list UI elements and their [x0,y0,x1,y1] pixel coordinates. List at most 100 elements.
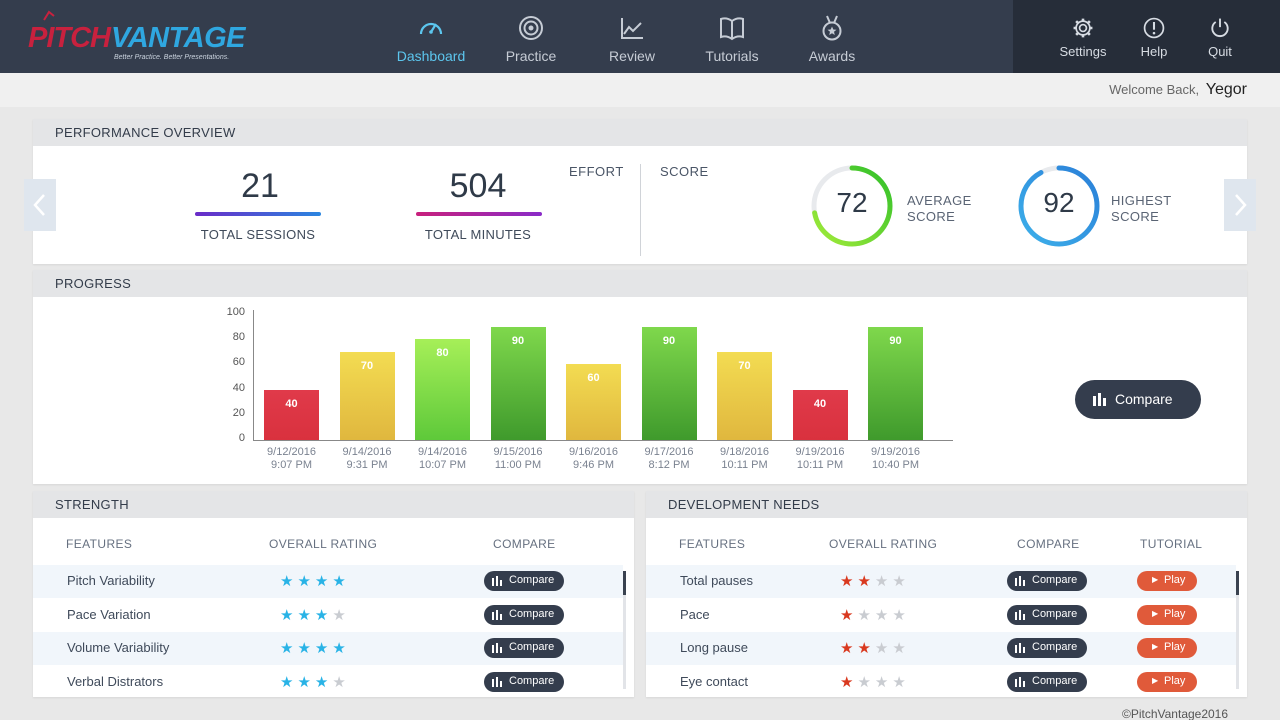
play-tutorial-button[interactable]: ▶ Play [1137,571,1197,591]
user-name: Yegor [1205,81,1247,98]
compare-button[interactable]: Compare [484,671,564,692]
quit-button[interactable]: Quit [1190,0,1250,73]
bar-value-label: 90 [511,334,525,347]
total-sessions-underline [195,212,321,216]
nav-awards[interactable]: Awards [792,0,872,73]
x-tick-time: 9:46 PM [573,459,614,471]
x-tick-date: 9/19/2016 [871,446,920,458]
compare-button[interactable]: Compare [1007,604,1087,625]
compare-button[interactable]: Compare [484,571,564,591]
nav-dashboard-label: Dashboard [396,48,466,64]
progress-compare-button[interactable]: Compare [1075,380,1201,419]
progress-panel: PROGRESS 100 80 60 40 20 0 40 9/12/2016 9:07 PM 7… [33,270,1247,484]
filled-star-icon: ★ [280,673,298,691]
x-tick-label: 9/19/2016 10:40 PM [853,446,938,472]
help-button[interactable]: Help [1124,0,1184,73]
welcome-prefix: Welcome Back, [1109,82,1200,97]
score-toggle[interactable]: SCORE [660,164,709,179]
bar-chart-icon [1015,576,1025,586]
x-tick-date: 9/15/2016 [493,446,543,458]
star-rating: ★★★★ [840,639,910,657]
welcome-message: Welcome Back, Yegor [1109,81,1247,99]
highest-score-label: HIGHEST SCORE [1111,193,1172,225]
nav-review-label: Review [609,48,655,64]
top-navigation-bar: PITCH VANTAGE Better Practice. Better Pr… [0,0,1280,73]
bar-value-label: 70 [738,359,751,372]
nav-review[interactable]: Review [592,0,672,73]
compare-button-label: Compare [509,574,555,586]
strength-scroll-thumb[interactable] [623,571,626,595]
progress-bar[interactable] [339,351,395,440]
previous-arrow-button[interactable] [24,179,56,231]
development-scrollbar[interactable] [1236,571,1239,689]
x-tick-time: 8:12 PM [648,459,690,471]
nav-dashboard[interactable]: Dashboard [391,0,471,73]
progress-bar[interactable] [868,326,923,440]
speedometer-icon [419,22,443,35]
next-arrow-button[interactable] [1224,179,1256,231]
bar-chart-icon [1015,609,1025,620]
strength-features-header: FEATURES [66,537,133,551]
settings-button[interactable]: Settings [1053,0,1113,73]
star-rating: ★★★★ [840,572,910,590]
progress-bar[interactable] [490,326,546,440]
compare-button[interactable]: Compare [1007,571,1087,591]
copyright-footer: ©PitchVantage2016 [1122,707,1229,720]
empty-star-icon: ★ [892,640,910,657]
average-score-value: 72 [836,187,868,218]
x-tick-date: 9/12/2016 [267,446,316,458]
compare-button-label: Compare [1032,607,1078,620]
play-button-label: Play [1164,574,1186,586]
filled-star-icon: ★ [280,640,298,657]
strength-panel: STRENGTH FEATURES OVERALL RATING COMPARE… [33,491,634,697]
nav-tutorials-label: Tutorials [705,48,759,64]
total-minutes-value: 504 [449,167,507,205]
filled-star-icon: ★ [297,606,315,624]
progress-bar[interactable] [566,364,621,440]
star-rating: ★★★★ [840,606,910,624]
filled-star-icon: ★ [314,673,333,691]
progress-bar[interactable] [264,389,319,440]
pitchvantage-logo[interactable]: PITCH VANTAGE Better Practice. Better Pr… [28,10,248,64]
compare-button[interactable]: Compare [1007,671,1087,692]
compare-button[interactable]: Compare [484,638,564,658]
play-icon: ▶ [1152,675,1159,685]
development-scroll-thumb[interactable] [1236,571,1239,595]
x-tick-date: 9/18/2016 [720,446,769,458]
effort-toggle[interactable]: EFFORT [569,164,624,179]
bar-chart-icon [492,676,502,687]
x-tick-label: 9/19/2016 10:11 PM [778,446,863,472]
empty-star-icon: ★ [332,606,350,624]
welcome-strip: Welcome Back, Yegor [0,73,1280,107]
bar-value-label: 90 [889,334,902,347]
bar-value-label: 80 [436,347,449,360]
progress-bar[interactable] [641,326,697,440]
compare-button-label: Compare [1032,674,1078,687]
filled-star-icon: ★ [840,573,858,590]
y-tick-label: 40 [232,381,245,394]
progress-bar[interactable] [717,351,772,440]
progress-bar-chart: 100 80 60 40 20 0 40 9/12/2016 9:07 PM 70 9/14/201… [33,270,1247,484]
x-tick-time: 10:11 PM [796,459,844,471]
x-tick-time: 10:07 PM [418,459,467,471]
x-tick-date: 9/16/2016 [569,446,618,458]
average-score-label: AVERAGE SCORE [907,193,972,225]
play-button-label: Play [1164,607,1186,620]
strength-scrollbar[interactable] [623,571,626,689]
empty-star-icon: ★ [874,606,893,624]
highest-score-value: 92 [1043,187,1075,218]
filled-star-icon: ★ [314,640,333,657]
nav-practice[interactable]: Practice [491,0,571,73]
compare-button[interactable]: Compare [1007,638,1087,658]
development-needs-panel: DEVELOPMENT NEEDS FEATURES OVERALL RATIN… [646,491,1247,697]
performance-overview-panel: PERFORMANCE OVERVIEW 21 TOTAL SESSIONS 5… [33,119,1247,264]
star-rating: ★★★★ [280,639,350,657]
play-tutorial-button[interactable]: ▶ Play [1137,671,1197,692]
compare-button[interactable]: Compare [484,604,564,625]
progress-bar[interactable] [792,389,848,440]
play-tutorial-button[interactable]: ▶ Play [1137,638,1197,658]
chevron-left-icon [33,194,45,216]
progress-bar[interactable] [415,339,470,440]
nav-tutorials[interactable]: Tutorials [692,0,772,73]
play-tutorial-button[interactable]: ▶ Play [1137,604,1197,625]
